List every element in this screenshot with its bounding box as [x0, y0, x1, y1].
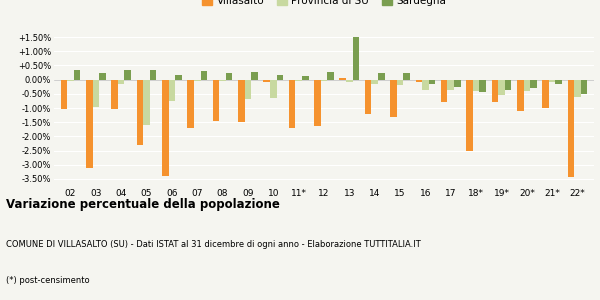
Text: COMUNE DI VILLASALTO (SU) - Dati ISTAT al 31 dicembre di ogni anno - Elaborazion: COMUNE DI VILLASALTO (SU) - Dati ISTAT a…: [6, 240, 421, 249]
Bar: [479, 80, 486, 92]
Bar: [251, 72, 258, 80]
Bar: [213, 80, 219, 121]
Bar: [403, 74, 410, 80]
Bar: [524, 80, 530, 91]
Bar: [150, 70, 157, 80]
Bar: [574, 80, 581, 97]
Bar: [517, 80, 524, 111]
Bar: [346, 80, 353, 82]
Bar: [74, 70, 80, 80]
Bar: [226, 73, 232, 80]
Bar: [441, 80, 448, 102]
Bar: [416, 80, 422, 82]
Bar: [314, 80, 321, 126]
Bar: [498, 80, 505, 95]
Bar: [378, 73, 385, 80]
Bar: [448, 80, 454, 90]
Bar: [302, 76, 308, 80]
Bar: [263, 80, 270, 82]
Bar: [124, 70, 131, 80]
Bar: [473, 80, 479, 91]
Bar: [397, 80, 403, 85]
Bar: [187, 80, 194, 128]
Bar: [143, 80, 150, 125]
Bar: [556, 80, 562, 84]
Bar: [111, 80, 118, 110]
Bar: [530, 80, 537, 88]
Bar: [581, 80, 587, 94]
Bar: [175, 74, 182, 80]
Bar: [245, 80, 251, 100]
Bar: [169, 80, 175, 101]
Bar: [219, 80, 226, 81]
Bar: [340, 78, 346, 80]
Bar: [67, 80, 74, 81]
Bar: [92, 80, 99, 106]
Bar: [270, 80, 277, 98]
Legend: Villasalto, Provincia di SU, Sardegna: Villasalto, Provincia di SU, Sardegna: [198, 0, 450, 10]
Bar: [289, 80, 295, 128]
Bar: [454, 80, 461, 87]
Bar: [118, 80, 124, 84]
Bar: [238, 80, 245, 122]
Bar: [200, 71, 207, 80]
Bar: [137, 80, 143, 145]
Bar: [491, 80, 498, 102]
Bar: [549, 80, 556, 82]
Bar: [277, 75, 283, 80]
Text: Variazione percentuale della popolazione: Variazione percentuale della popolazione: [6, 198, 280, 211]
Bar: [505, 80, 511, 90]
Bar: [422, 80, 429, 90]
Bar: [162, 80, 169, 176]
Bar: [568, 80, 574, 178]
Bar: [429, 80, 435, 84]
Bar: [371, 80, 378, 84]
Bar: [194, 80, 200, 81]
Bar: [295, 80, 302, 81]
Bar: [327, 72, 334, 80]
Bar: [466, 80, 473, 151]
Text: (*) post-censimento: (*) post-censimento: [6, 276, 89, 285]
Bar: [390, 80, 397, 116]
Bar: [365, 80, 371, 114]
Bar: [61, 80, 67, 110]
Bar: [542, 80, 549, 108]
Bar: [86, 80, 92, 168]
Bar: [353, 37, 359, 80]
Bar: [321, 80, 327, 81]
Bar: [99, 73, 106, 80]
